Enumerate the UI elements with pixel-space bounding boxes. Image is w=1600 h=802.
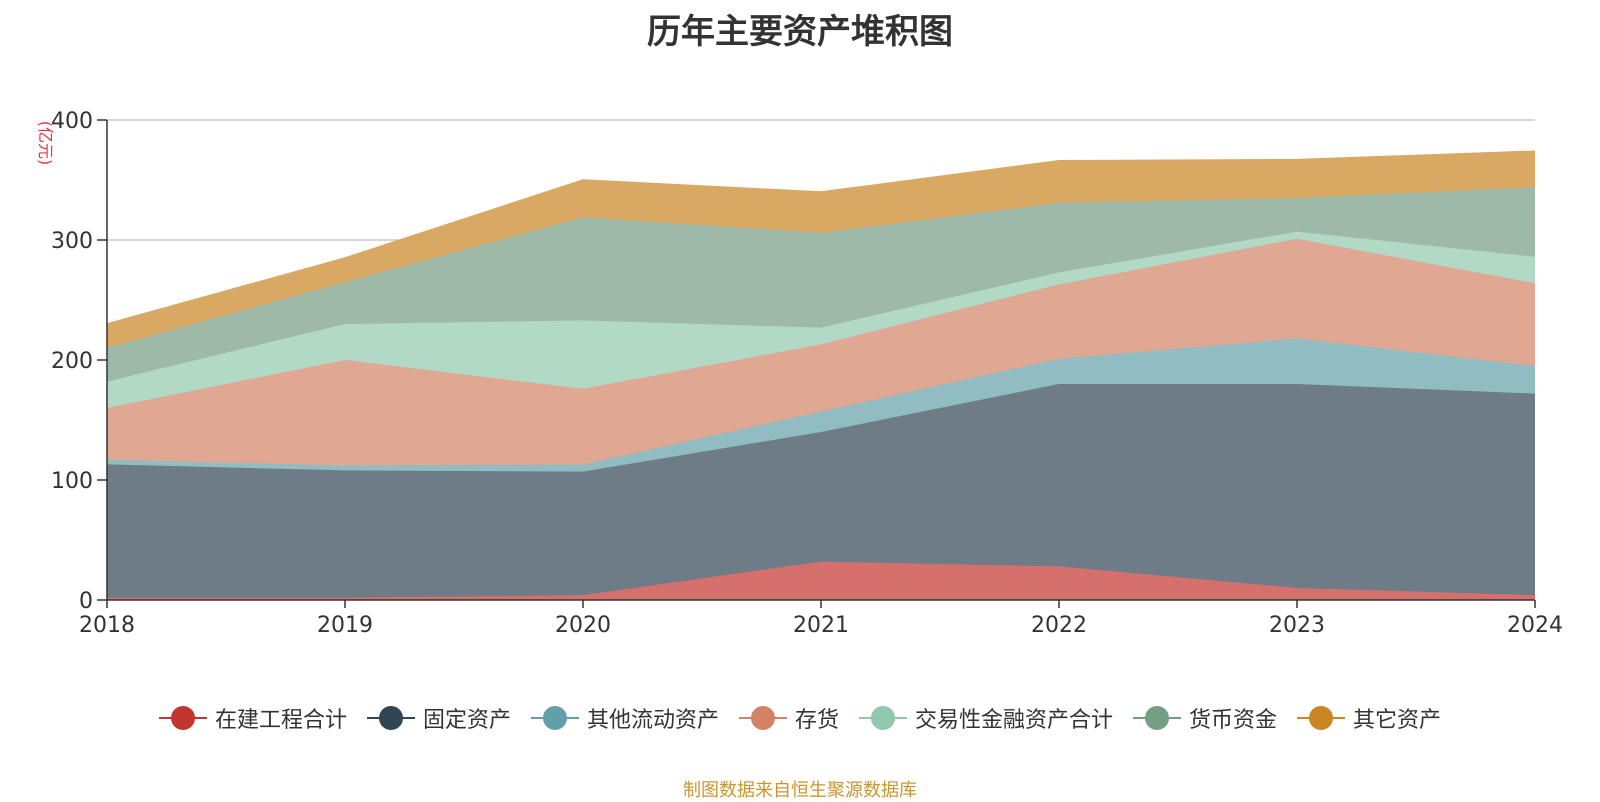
legend-label-0: 在建工程合计 [214,708,347,733]
legend-marker-5 [1133,706,1182,730]
area-series-3 [107,238,1535,466]
legend-marker-4 [859,706,907,730]
legend-marker-1 [366,706,415,730]
legend-marker-0 [158,706,207,730]
legend-label-6: 其它资产 [1353,708,1442,733]
axes: 0 100 200 300 400 2018 2019 2020 2021 2022 2023 202… [51,109,1563,638]
area-series-0 [107,561,1535,600]
legend-label-4: 交易性金融资产合计 [915,708,1114,733]
x-tick-label-1: 2019 [317,613,373,638]
area-series-2 [107,338,1535,472]
x-tick-label-6: 2024 [1507,613,1563,638]
y-unit-label: (亿元) [36,121,55,166]
legend-item-4[interactable]: 交易性金融资产合计 [859,702,1113,734]
area-edge-6 [106,150,1536,325]
x-tick-label-0: 2018 [79,613,135,638]
area-layer [106,150,1536,600]
legend-marker-6 [1297,706,1346,730]
legend-marker-3 [738,706,787,730]
legend-item-3[interactable]: 存货 [738,702,839,734]
area-series-5 [107,187,1535,382]
area-series-4 [107,231,1535,408]
legend-item-5[interactable]: 货币资金 [1133,702,1277,734]
legend-item-2[interactable]: 其他流动资产 [530,702,719,734]
legend-item-0[interactable]: 在建工程合计 [158,702,347,734]
legend-label-1: 固定资产 [422,708,511,733]
area-series-6 [107,151,1535,348]
x-tick-label-2: 2020 [555,613,611,638]
y-tick-label-1: 100 [51,469,93,494]
y-tick-label-3: 300 [51,229,93,254]
x-tick-label-4: 2022 [1031,613,1087,638]
x-tick-label-5: 2023 [1269,613,1325,638]
legend-label-5: 货币资金 [1189,708,1278,733]
legend-item-1[interactable]: 固定资产 [366,702,511,734]
legend-label-3: 存货 [794,708,839,733]
legend-marker-2 [530,706,579,730]
y-tick-label-0: 0 [79,589,93,614]
legend: 在建工程合计 固定资产 其他流动资产 存货 交易性金融资产合计 货币资金 其它资产 [0,702,1600,734]
chart-title: 历年主要资产堆积图 [647,12,953,52]
source-note: 制图数据来自恒生聚源数据库 [683,780,917,801]
y-tick-label-2: 200 [51,349,93,374]
legend-label-2: 其他流动资产 [586,708,719,733]
x-tick-label-3: 2021 [793,613,849,638]
legend-item-6[interactable]: 其它资产 [1297,702,1441,734]
y-tick-label-4: 400 [51,109,93,134]
area-series-1 [107,384,1535,598]
